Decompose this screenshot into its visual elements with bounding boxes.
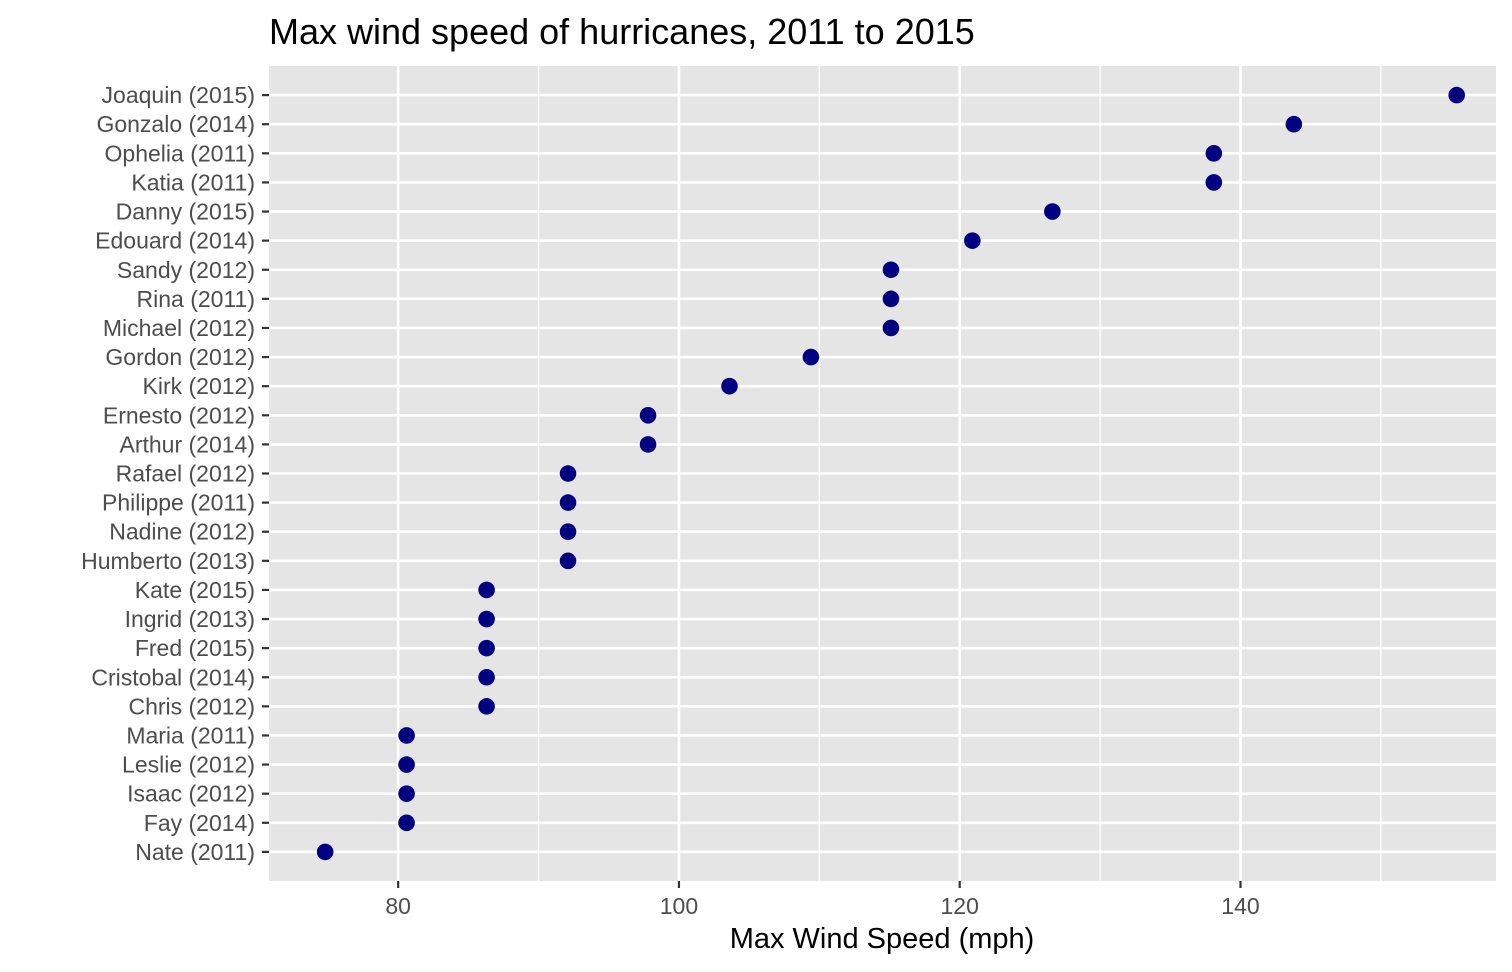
data-point bbox=[398, 785, 415, 802]
data-point bbox=[721, 377, 738, 395]
y-tick-label: Cristobal (2014) bbox=[91, 664, 255, 690]
y-tick-label: Ernesto (2012) bbox=[103, 402, 255, 428]
data-point bbox=[802, 348, 820, 366]
y-tick-label: Nadine (2012) bbox=[109, 519, 255, 545]
data-point bbox=[478, 581, 495, 599]
data-point bbox=[1044, 203, 1061, 220]
grid-major bbox=[269, 66, 1496, 881]
data-point bbox=[559, 552, 577, 570]
data-point bbox=[882, 290, 900, 308]
data-point bbox=[639, 436, 657, 453]
data-point bbox=[559, 465, 577, 482]
y-tick-label: Kirk (2012) bbox=[143, 373, 255, 399]
data-point bbox=[964, 232, 981, 249]
x-tick-label: 120 bbox=[941, 893, 979, 919]
data-point bbox=[882, 319, 900, 337]
data-point bbox=[316, 843, 334, 861]
data-point bbox=[559, 494, 577, 511]
y-tick-label: Rafael (2012) bbox=[116, 461, 255, 487]
data-point bbox=[1205, 174, 1223, 191]
data-point bbox=[478, 610, 495, 628]
x-axis: 80 100 120 140 bbox=[385, 881, 1260, 919]
x-tick-label: 100 bbox=[660, 893, 698, 919]
x-tick-label: 80 bbox=[385, 893, 411, 919]
y-tick-label: Edouard (2014) bbox=[95, 228, 255, 254]
y-tick-label: Danny (2015) bbox=[116, 199, 255, 225]
y-tick-label: Philippe (2011) bbox=[102, 490, 255, 516]
data-point bbox=[478, 639, 495, 657]
y-tick-label: Michael (2012) bbox=[103, 315, 255, 341]
data-point bbox=[559, 523, 577, 541]
y-tick-label: Rina (2011) bbox=[137, 286, 255, 312]
y-tick-label: Kate (2015) bbox=[135, 577, 255, 603]
data-point bbox=[398, 756, 415, 773]
y-tick-label: Ingrid (2013) bbox=[125, 606, 255, 632]
y-tick-label: Fred (2015) bbox=[135, 635, 255, 661]
y-tick-label: Arthur (2014) bbox=[119, 431, 255, 457]
data-point bbox=[398, 727, 415, 744]
y-tick-label: Ophelia (2011) bbox=[105, 140, 255, 166]
y-tick-label: Gordon (2012) bbox=[105, 344, 255, 370]
data-point bbox=[1448, 86, 1465, 104]
x-tick-label: 140 bbox=[1221, 893, 1259, 919]
y-tick-label: Joaquin (2015) bbox=[102, 82, 255, 108]
data-point bbox=[1205, 145, 1223, 162]
data-point bbox=[639, 406, 657, 424]
y-tick-label: Humberto (2013) bbox=[81, 548, 255, 574]
y-tick-label: Sandy (2012) bbox=[117, 257, 255, 283]
y-tick-label: Maria (2011) bbox=[126, 722, 255, 748]
chart-title: Max wind speed of hurricanes, 2011 to 20… bbox=[269, 11, 975, 52]
y-tick-label: Isaac (2012) bbox=[127, 781, 255, 807]
y-tick-label: Gonzalo (2014) bbox=[96, 111, 255, 137]
data-point bbox=[478, 668, 495, 686]
y-tick-label: Nate (2011) bbox=[135, 839, 255, 865]
data-point bbox=[1285, 115, 1303, 133]
y-tick-label: Leslie (2012) bbox=[122, 752, 255, 778]
data-point bbox=[398, 814, 415, 832]
x-axis-label: Max Wind Speed (mph) bbox=[730, 923, 1035, 955]
y-tick-label: Chris (2012) bbox=[128, 693, 255, 719]
y-tick-label: Fay (2014) bbox=[144, 810, 255, 836]
data-point bbox=[882, 261, 900, 279]
y-tick-label: Katia (2011) bbox=[131, 169, 255, 195]
data-point bbox=[478, 698, 495, 715]
y-axis: Nate (2011) Fay (2014) Isaac (2012) Leslie … bbox=[81, 82, 269, 865]
data-points bbox=[316, 86, 1465, 861]
